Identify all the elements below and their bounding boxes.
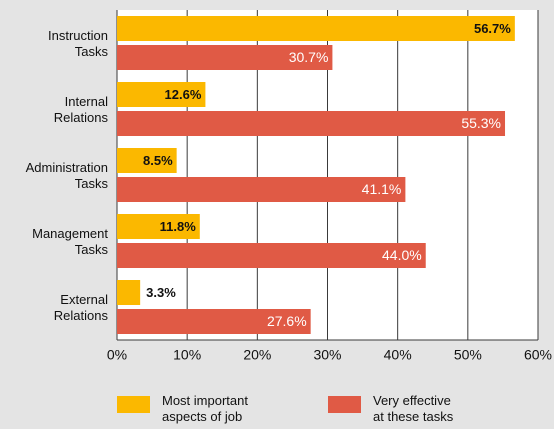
bar [117, 280, 141, 305]
x-tick-label: 0% [107, 347, 127, 363]
category-label: Internal Relations [54, 94, 109, 125]
bar [117, 177, 406, 202]
bar [117, 82, 206, 107]
bar [117, 16, 515, 41]
bar [117, 111, 506, 136]
bar [117, 214, 200, 239]
value-label: 8.5% [143, 153, 173, 168]
value-label: 41.1% [362, 181, 402, 197]
legend-swatch [117, 396, 150, 413]
bar [117, 243, 426, 268]
category-label: External Relations [54, 292, 109, 323]
x-tick-label: 50% [454, 347, 482, 363]
value-label: 27.6% [267, 313, 307, 329]
category-label: Administration Tasks [26, 160, 109, 191]
legend-swatch [328, 396, 361, 413]
value-label: 12.6% [165, 87, 202, 102]
legend-label: Very effective at these tasks [373, 393, 454, 424]
x-tick-label: 30% [313, 347, 341, 363]
x-tick-label: 20% [243, 347, 271, 363]
value-label: 56.7% [474, 21, 511, 36]
category-label: Management Tasks [32, 226, 108, 257]
value-label: 11.8% [160, 219, 197, 234]
legend-label: Most important aspects of job [162, 393, 248, 424]
category-label: Instruction Tasks [48, 28, 108, 59]
value-label: 3.3% [146, 285, 176, 300]
x-tick-label: 60% [524, 347, 552, 363]
value-label: 55.3% [461, 115, 501, 131]
bar [117, 45, 333, 70]
bar [117, 309, 311, 334]
bar [117, 148, 177, 173]
x-tick-label: 10% [173, 347, 201, 363]
value-label: 44.0% [382, 247, 422, 263]
x-tick-label: 40% [384, 347, 412, 363]
value-label: 30.7% [289, 49, 329, 65]
